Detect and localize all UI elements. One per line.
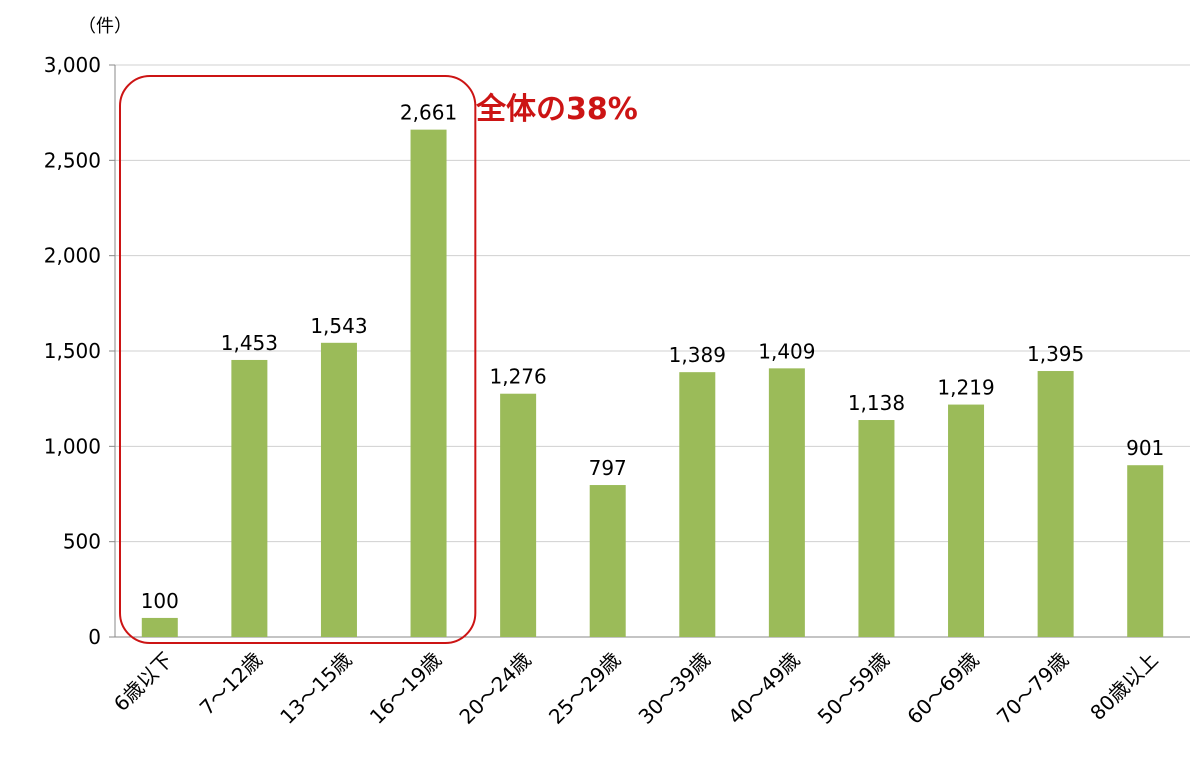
- x-tick-label: 30～39歳: [634, 648, 715, 729]
- data-label: 100: [141, 589, 179, 613]
- x-tick-label: 13～15歳: [275, 648, 356, 729]
- data-label: 797: [589, 456, 627, 480]
- data-label: 1,543: [310, 314, 367, 338]
- data-label: 901: [1126, 436, 1164, 460]
- x-tick-label: 20～24歳: [454, 648, 535, 729]
- bar: [589, 485, 626, 637]
- x-tick-label: 80歳以上: [1085, 648, 1162, 725]
- bar: [231, 359, 268, 637]
- data-label: 1,138: [848, 391, 905, 415]
- y-axis-ticks: 0 500 1,000 1,500 2,000 2,500 3,000: [44, 53, 116, 649]
- bar: [1037, 371, 1074, 637]
- y-tick-label: 0: [88, 625, 101, 649]
- bar: [768, 368, 805, 637]
- y-tick-label: 500: [63, 530, 101, 554]
- x-tick-label: 40～49歳: [723, 648, 804, 729]
- gridlines: [115, 64, 1190, 638]
- x-tick-label: 25～29歳: [544, 648, 625, 729]
- bars: [141, 129, 1164, 638]
- bar: [141, 617, 178, 637]
- x-axis-ticks: 6歳以下 7～12歳 13～15歳 16～19歳 20～24歳 25～29歳 30～39歳 4…: [109, 648, 1163, 729]
- bar: [858, 420, 895, 637]
- bar: [410, 129, 447, 638]
- highlight-box: [119, 75, 477, 644]
- data-label: 1,453: [221, 331, 278, 355]
- x-tick-label: 7～12歳: [195, 648, 267, 720]
- y-tick-label: 2,000: [44, 244, 101, 268]
- x-tick-label: 50～59歳: [813, 648, 894, 729]
- data-label: 1,276: [489, 365, 546, 389]
- highlight-callout-label: 全体の38%: [476, 92, 638, 127]
- x-tick-label: 16～19歳: [365, 648, 446, 729]
- x-tick-label: 6歳以下: [109, 648, 177, 716]
- y-axis-unit-label: （件）: [78, 16, 132, 37]
- bar: [679, 372, 716, 637]
- y-tick-label: 3,000: [44, 53, 101, 77]
- data-label: 1,389: [669, 343, 726, 367]
- x-tick-label: 70～79歳: [992, 648, 1073, 729]
- bar: [500, 393, 537, 637]
- x-tick-label: 60～69歳: [902, 648, 983, 729]
- data-label: 1,409: [758, 339, 815, 363]
- data-label: 2,661: [400, 101, 457, 125]
- bar: [948, 404, 985, 637]
- bar: [1127, 465, 1164, 637]
- y-tick-label: 1,500: [44, 339, 101, 363]
- highlight-group: [119, 75, 477, 644]
- bar: [320, 342, 357, 637]
- y-tick-label: 2,500: [44, 148, 101, 172]
- data-label: 1,219: [937, 376, 994, 400]
- data-labels: 100 1,453 1,543 2,661 1,276 797 1,389 1,409 1,13…: [141, 101, 1165, 613]
- data-label: 1,395: [1027, 342, 1084, 366]
- y-tick-label: 1,000: [44, 434, 101, 458]
